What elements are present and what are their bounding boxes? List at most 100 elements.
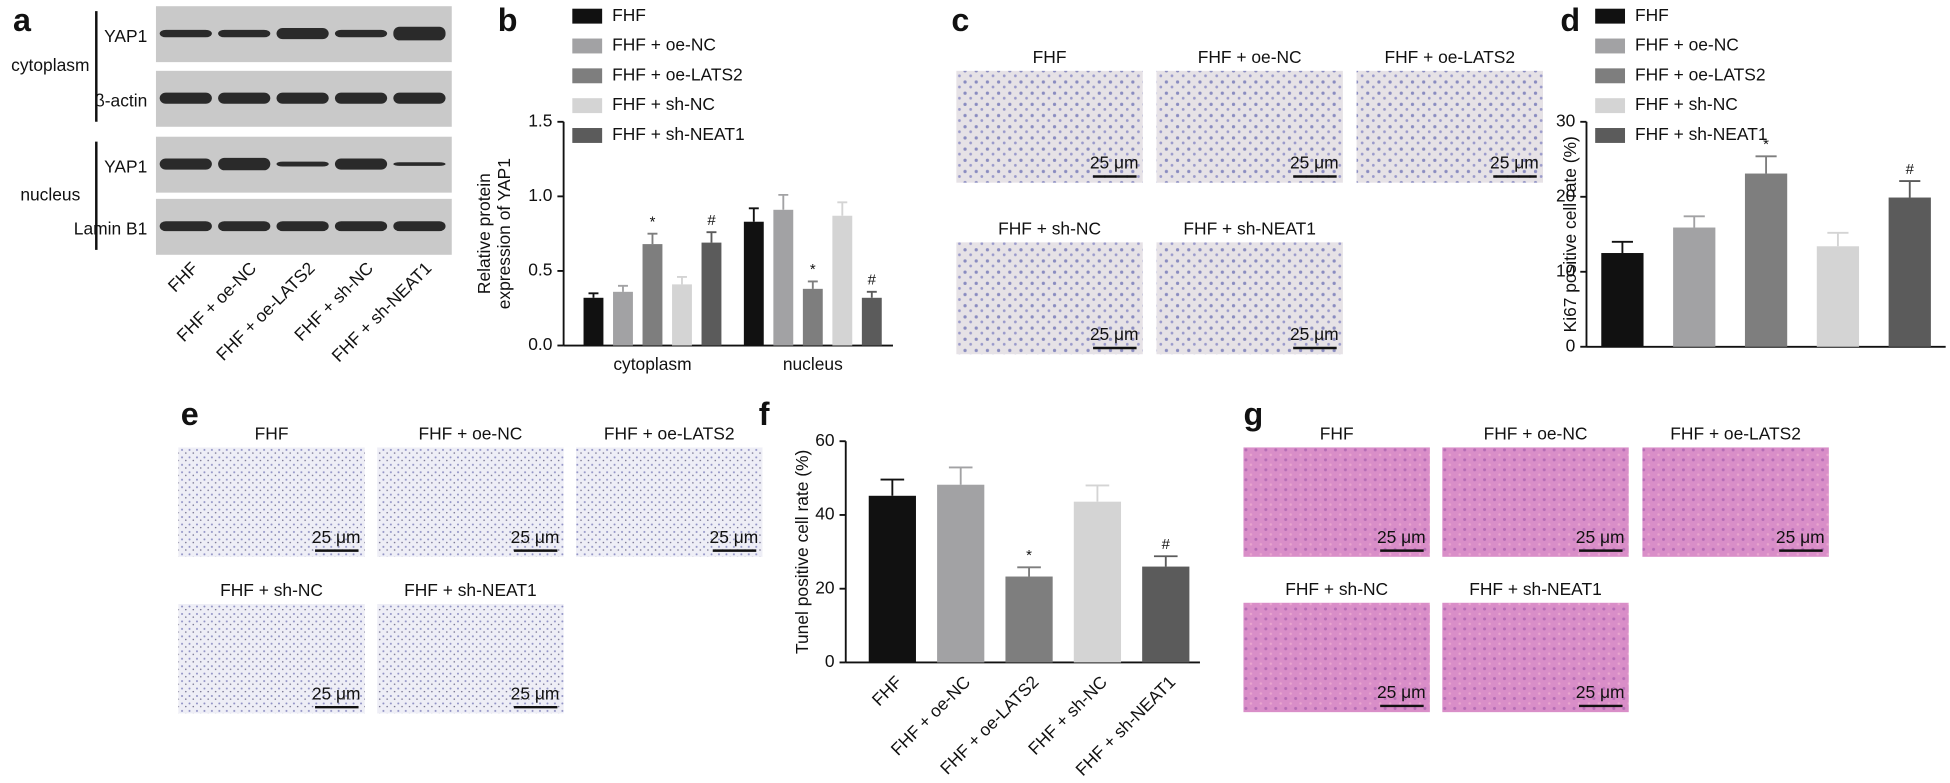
bar xyxy=(1888,197,1931,347)
micrograph xyxy=(1642,447,1829,557)
lane-label: FHF + oe-LATS2 xyxy=(212,258,319,365)
legend-label: FHF + oe-LATS2 xyxy=(1635,64,1766,84)
legend-label: FHF + oe-NC xyxy=(612,35,716,55)
y-tick-label: 0 xyxy=(1566,335,1576,355)
y-tick-label: 0 xyxy=(825,651,835,671)
blot-band xyxy=(393,221,446,232)
legend-label: FHF xyxy=(612,5,646,25)
micrograph-caption: FHF + oe-NC xyxy=(1484,424,1588,444)
error-bar xyxy=(1085,484,1110,502)
legend-swatch xyxy=(1595,38,1626,54)
y-tick-label: 1.0 xyxy=(528,185,552,205)
fraction-label: cytoplasm xyxy=(11,55,89,75)
error-bar xyxy=(807,280,818,289)
error-bar xyxy=(880,478,905,496)
bar xyxy=(802,288,823,346)
bar xyxy=(1073,501,1122,663)
panel-label: g xyxy=(1243,396,1263,432)
micrograph xyxy=(1156,70,1343,183)
error-bar xyxy=(1899,180,1921,198)
micrograph xyxy=(1243,602,1430,713)
panel-label: b xyxy=(498,2,518,38)
lane-label: FHF + sh-NEAT1 xyxy=(328,258,436,366)
micrograph xyxy=(956,242,1143,355)
y-tick-label: 20 xyxy=(815,577,834,597)
bar xyxy=(1005,576,1053,663)
y-axis-label: Ki67 positive cell rate (%) xyxy=(1560,136,1580,332)
x-tick-label: nucleus xyxy=(783,354,843,374)
micrograph-caption: FHF + oe-LATS2 xyxy=(1670,424,1801,444)
micrograph xyxy=(178,604,365,714)
blot-band xyxy=(393,162,446,166)
micrograph-caption: FHF + sh-NEAT1 xyxy=(1469,579,1602,599)
x-tick-label: FHF xyxy=(868,672,906,710)
significance-mark: * xyxy=(1026,548,1032,564)
micrograph xyxy=(1442,602,1629,713)
micrograph xyxy=(956,70,1143,183)
scale-bar-label: 25 μm xyxy=(1090,153,1139,173)
bar xyxy=(743,221,764,346)
micrograph-caption: FHF xyxy=(1033,47,1067,67)
blot-band xyxy=(218,157,271,171)
legend-swatch xyxy=(1595,98,1626,114)
significance-mark: # xyxy=(868,273,877,289)
blot-band xyxy=(276,161,329,167)
legend-swatch xyxy=(1595,8,1626,24)
panel-label: c xyxy=(951,2,969,38)
y-tick-label: 1.5 xyxy=(528,110,552,130)
blot-band xyxy=(334,221,388,232)
micrograph-caption: FHF + sh-NC xyxy=(220,580,323,600)
micrograph xyxy=(377,604,564,714)
blot-band xyxy=(159,92,212,104)
scale-bar-label: 25 μm xyxy=(312,683,361,703)
panel-label: d xyxy=(1560,2,1580,38)
blot-band xyxy=(276,92,329,104)
legend-label: FHF + oe-LATS2 xyxy=(612,64,743,84)
scale-bar-label: 25 μm xyxy=(1576,527,1625,547)
error-bar xyxy=(588,292,599,298)
micrograph xyxy=(178,447,365,557)
micrograph-caption: FHF + sh-NEAT1 xyxy=(404,580,537,600)
blot-band xyxy=(393,92,446,104)
scale-bar-label: 25 μm xyxy=(312,527,361,547)
significance-mark: # xyxy=(1906,162,1915,178)
y-tick-label: 0.0 xyxy=(528,334,552,354)
legend-label: FHF + sh-NC xyxy=(612,94,715,114)
error-bar xyxy=(866,290,877,298)
blot-band xyxy=(159,158,212,170)
bar xyxy=(868,495,916,663)
micrograph-caption: FHF + sh-NC xyxy=(1285,579,1388,599)
blot-band xyxy=(276,221,329,232)
blot-band xyxy=(159,221,212,232)
error-bar xyxy=(618,284,628,292)
y-axis-label: Tunel positive cell rate (%) xyxy=(792,450,812,654)
error-bar xyxy=(677,275,687,285)
micrograph-caption: FHF + oe-NC xyxy=(1198,47,1302,67)
y-axis-label: expression of YAP1 xyxy=(494,158,514,309)
micrograph-caption: FHF + oe-LATS2 xyxy=(604,424,735,444)
blot-band xyxy=(218,29,271,38)
row-label: YAP1 xyxy=(104,26,147,46)
y-tick-label: 0.5 xyxy=(528,260,552,280)
legend-label: FHF + sh-NEAT1 xyxy=(612,124,745,144)
scale-bar-label: 25 μm xyxy=(1377,682,1426,702)
micrograph-caption: FHF xyxy=(255,424,289,444)
bar xyxy=(1142,566,1190,663)
bar xyxy=(672,284,692,346)
significance-mark: * xyxy=(810,262,816,278)
blot-band xyxy=(159,29,212,38)
micrograph-caption: FHF + sh-NC xyxy=(998,219,1101,239)
micrograph xyxy=(1156,242,1343,355)
scale-bar-label: 25 μm xyxy=(1377,527,1426,547)
panel-label: a xyxy=(13,2,32,38)
error-bar xyxy=(837,201,848,216)
blot-band xyxy=(276,27,329,40)
blot-band xyxy=(218,221,271,232)
error-bar xyxy=(778,193,789,210)
error-bar xyxy=(1611,240,1633,254)
bar xyxy=(773,209,794,346)
legend-swatch xyxy=(572,8,603,24)
error-bar xyxy=(748,207,759,222)
blot-band xyxy=(334,29,388,38)
error-bar xyxy=(948,466,973,485)
